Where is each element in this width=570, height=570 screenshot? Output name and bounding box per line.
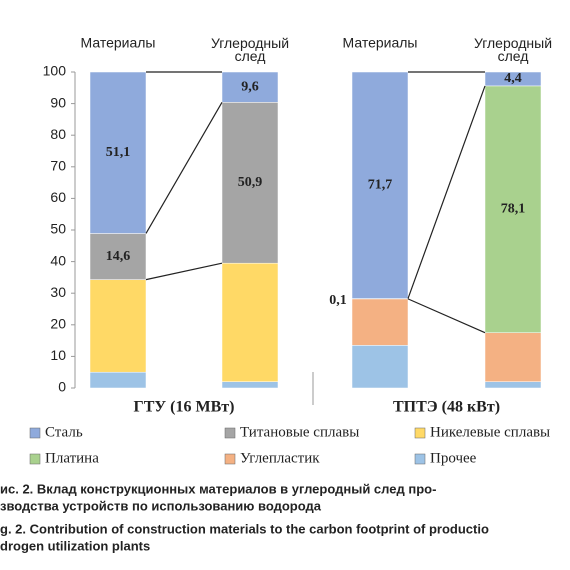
value-label: 9,6 [241,79,259,94]
y-tick-label: 60 [50,189,66,205]
group-label: ГТУ (16 МВт) [134,399,235,416]
legend-label: Углепластик [240,450,320,466]
bar-segment [89,279,147,373]
legend-swatch [414,453,426,465]
legend-swatch [224,453,236,465]
bar-segment [221,262,279,382]
category-label-line: след [235,48,266,64]
category-label: Углеродный след [474,35,552,64]
caption-line: ис. 2. Вклад конструкционных материалов … [0,481,436,496]
y-tick-label: 100 [43,63,67,79]
bar-segment [484,85,542,333]
connector-line [145,262,223,281]
category-label: Материалы [81,35,156,51]
connector-line [145,102,223,234]
connector-line [407,298,486,334]
legend-swatch [224,427,236,439]
bar-segment [351,298,409,346]
y-tick-label: 50 [50,221,66,237]
legend-label: Титановые сплавы [240,424,359,440]
category-label: Углеродный след [211,35,289,64]
value-label: 78,1 [501,202,526,217]
bar-segment [89,233,147,280]
y-tick-label: 90 [50,94,66,110]
y-tick-label: 0 [58,379,66,395]
legend-label: Прочее [430,450,477,466]
category-label-line: Углеродный [474,35,552,51]
legend-swatch [414,427,426,439]
value-label: 14,6 [106,249,131,264]
value-label: 50,9 [238,175,263,190]
category-label-line: Углеродный [211,35,289,51]
bar-segment [351,345,409,389]
bar-segment [484,381,542,389]
caption-line: зводства устройств по использованию водо… [0,498,322,513]
legend-swatch [29,453,41,465]
value-label: 0,1 [329,293,347,308]
bar-segment [221,71,279,103]
bar-segment [484,71,542,87]
y-tick-label: 40 [50,252,66,268]
bar-segment [351,71,409,299]
y-tick-label: 80 [50,126,66,142]
group-label: ТПТЭ (48 кВт) [393,399,500,416]
category-label: Материалы [343,35,418,51]
bar-segment [484,332,542,382]
caption-line: drogen utilization plants [0,538,150,553]
y-tick-label: 20 [50,316,66,332]
y-tick-label: 10 [50,347,66,363]
y-tick-label: 70 [50,158,66,174]
legend-label: Сталь [45,424,83,440]
bar-segment [89,71,147,234]
value-label: 71,7 [368,178,393,193]
category-label-line: след [498,48,529,64]
value-label: 4,4 [504,71,522,86]
bar-segment [89,371,147,389]
legend-label: Платина [45,450,99,466]
caption-line: g. 2. Contribution of construction mater… [0,521,489,536]
legend-swatch [29,427,41,439]
bar-segment [221,381,279,389]
legend-label: Никелевые сплавы [430,424,550,440]
y-tick-label: 30 [50,284,66,300]
connector-line [407,85,486,299]
bar-segment [221,102,279,264]
value-label: 51,1 [106,145,131,160]
